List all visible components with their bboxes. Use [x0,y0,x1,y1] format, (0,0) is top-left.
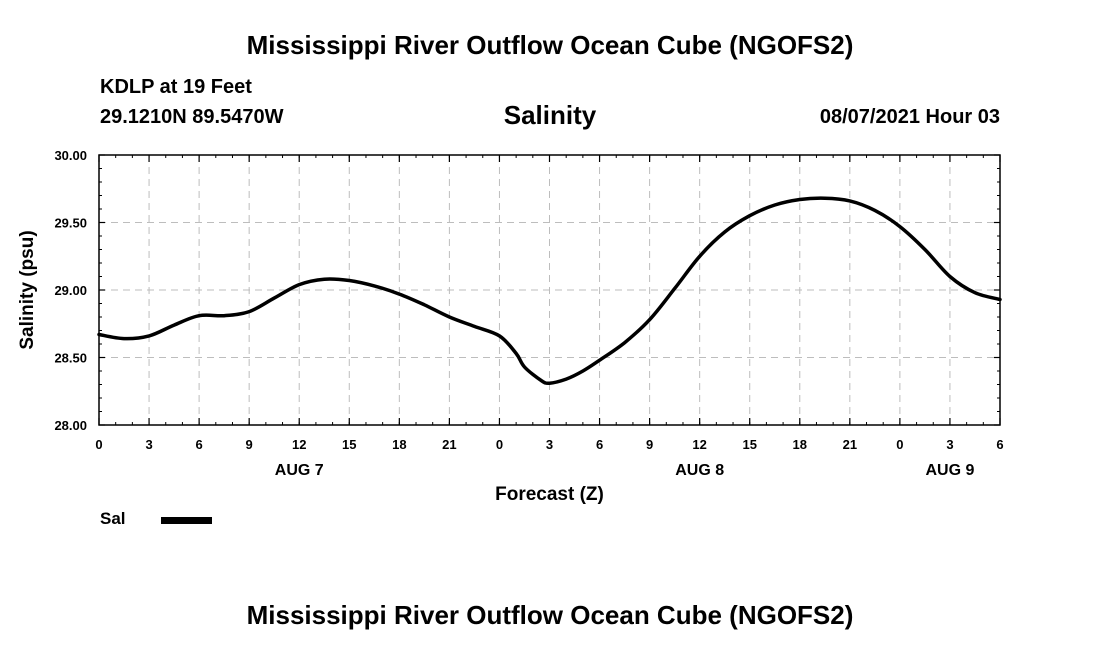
x-tick-label: 12 [292,437,306,452]
x-tick-label: 6 [596,437,603,452]
x-tick-label: 3 [145,437,152,452]
legend-label: Sal [100,509,126,528]
x-tick-label: 18 [392,437,406,452]
x-tick-label: 9 [246,437,253,452]
grid [99,155,1000,425]
chart-subtitle: Salinity [503,100,597,130]
date-label: AUG 7 [275,462,324,479]
x-tick-label: 6 [996,437,1003,452]
x-tick-label: 12 [692,437,706,452]
x-tick-label: 21 [843,437,857,452]
x-tick-label: 3 [546,437,553,452]
series-line-sal [97,196,1002,386]
legend-swatch [161,517,212,524]
x-tick-label: 21 [442,437,456,452]
y-axis-title: Salinity (psu) [17,230,38,349]
x-tick-label: 0 [496,437,503,452]
x-tick-label: 0 [896,437,903,452]
coordinates-label: 29.1210N 89.5470W [100,106,284,128]
x-tick-label: 9 [646,437,653,452]
y-tick-label: 28.00 [54,418,87,433]
x-tick-label: 15 [342,437,356,452]
date-label: AUG 9 [925,462,974,479]
chart-title: Mississippi River Outflow Ocean Cube (NG… [246,30,854,60]
station-label: KDLP at 19 Feet [100,76,252,98]
plot-frame [98,154,1001,426]
axis-labels: 28.00 28.50 29.00 29.50 30.00 0 3 6 9 12 15 18 21 0 3 6… [54,148,1003,479]
y-tick-label: 29.00 [54,283,87,298]
x-tick-label: 15 [742,437,756,452]
footer-title: Mississippi River Outflow Ocean Cube (NG… [246,600,854,630]
y-tick-label: 28.50 [54,351,87,366]
date-label: AUG 8 [675,462,724,479]
x-tick-label: 3 [946,437,953,452]
x-axis-title: Forecast (Z) [495,484,604,505]
y-tick-label: 29.50 [54,216,87,231]
x-tick-label: 6 [195,437,202,452]
x-tick-label: 18 [793,437,807,452]
x-tick-label: 0 [95,437,102,452]
forecast-datetime: 08/07/2021 Hour 03 [819,106,1000,128]
y-tick-label: 30.00 [54,148,87,163]
